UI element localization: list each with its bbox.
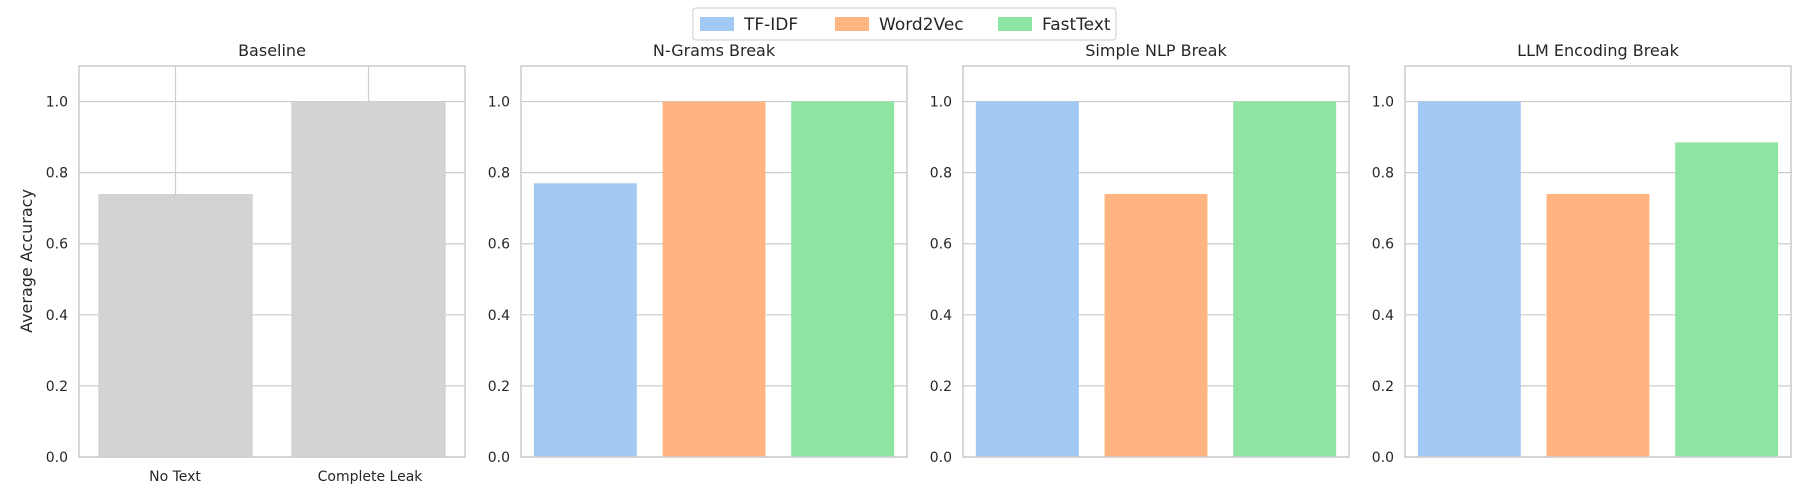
panel-2-ytick-1: 0.2 (930, 379, 952, 395)
legend-label-fasttext: FastText (1042, 15, 1111, 35)
panel-3-ytick-2: 0.4 (1372, 308, 1394, 324)
x-tick-no-text: No Text (149, 469, 201, 485)
panel-2-ytick-3: 0.6 (930, 237, 952, 253)
panel-1-ytick-5: 1.0 (488, 95, 510, 111)
legend-swatch-fasttext (998, 17, 1032, 31)
panel-3-ytick-0: 0.0 (1372, 450, 1394, 466)
panel-3-ytick-3: 0.6 (1372, 237, 1394, 253)
panel-2-ytick-4: 0.8 (930, 166, 952, 182)
panel-3-group: 0.0 0.2 0.4 0.6 0.8 1.0 (1372, 95, 1791, 466)
panel-3-bar-tfidf (1417, 101, 1521, 457)
legend-swatch-tfidf (700, 17, 734, 31)
panel-1-ytick-3: 0.6 (488, 237, 510, 253)
y-axis-label: Average Accuracy (17, 189, 36, 333)
panel-3-frame (1404, 65, 1792, 458)
legend-label-word2vec: Word2Vec (879, 15, 964, 35)
panels-layer: 0.00.20.40.60.81.00.00.20.40.60.81.00.00… (46, 65, 1792, 466)
panel-0-ytick-2: 0.4 (46, 308, 68, 324)
panel-2-frame (962, 65, 1350, 458)
panel-1-ytick-1: 0.2 (488, 379, 510, 395)
panel-2-ytick-5: 1.0 (930, 95, 952, 111)
panel-0-group: 0.0 0.2 0.4 0.6 0.8 1.0 (46, 66, 465, 466)
panel-2-group: 0.0 0.2 0.4 0.6 0.8 1.0 (930, 95, 1349, 466)
panel-title-simple-nlp: Simple NLP Break (1085, 41, 1227, 60)
panel-1-frame (520, 65, 908, 458)
panel-1-group: 0.0 0.2 0.4 0.6 0.8 1.0 (488, 95, 907, 466)
panel-2-bar-fasttext (1233, 101, 1337, 457)
panel-0-ytick-1: 0.2 (46, 379, 68, 395)
panel-0-bar-complete-leak (291, 101, 446, 457)
panel-2-bar-tfidf (975, 101, 1079, 457)
panel-3-ytick-1: 0.2 (1372, 379, 1394, 395)
panel-3-bar-word2vec (1546, 193, 1650, 458)
legend-frame (692, 7, 1117, 41)
panel-title-ngrams: N-Grams Break (653, 41, 776, 60)
panel-0-ytick-5: 1.0 (46, 95, 68, 111)
panel-1-bar-tfidf (533, 183, 637, 458)
legend: TF-IDF Word2Vec FastText (692, 7, 1117, 41)
legend-label-tfidf: TF-IDF (743, 15, 798, 35)
panel-1-bar-fasttext (791, 101, 895, 457)
panel-3-bar-fasttext (1675, 142, 1779, 457)
panel-title-baseline: Baseline (238, 41, 306, 60)
panel-0-frame (78, 65, 466, 458)
panel-2-ytick-0: 0.0 (930, 450, 952, 466)
panel-1-ytick-0: 0.0 (488, 450, 510, 466)
panel-3-ytick-4: 0.8 (1372, 166, 1394, 182)
x-tick-complete-leak: Complete Leak (318, 469, 424, 485)
panel-0-ytick-4: 0.8 (46, 166, 68, 182)
panel-1-ytick-2: 0.4 (488, 308, 510, 324)
panel-3-ytick-5: 1.0 (1372, 95, 1394, 111)
panel-0-bar-no-text (98, 193, 253, 458)
panel-1-ytick-4: 0.8 (488, 166, 510, 182)
panel-1-bar-word2vec (662, 101, 766, 457)
panel-2-bar-word2vec (1104, 193, 1208, 458)
panel-0-ytick-0: 0.0 (46, 450, 68, 466)
panel-0-ytick-3: 0.6 (46, 237, 68, 253)
panel-title-llm: LLM Encoding Break (1517, 41, 1679, 60)
panel-2-ytick-2: 0.4 (930, 308, 952, 324)
legend-swatch-word2vec (835, 17, 869, 31)
